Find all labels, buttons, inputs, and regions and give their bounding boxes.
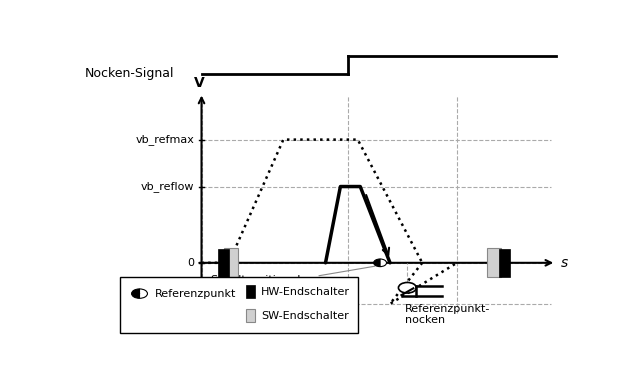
Text: 0: 0 [187,258,194,268]
Bar [225,248,238,277]
Text: SW-Endschalter: SW-Endschalter [261,311,349,321]
Wedge shape [140,289,147,298]
Text: s: s [561,256,568,270]
Wedge shape [374,259,380,267]
Text: HW-Endschalter: HW-Endschalter [261,287,350,296]
FancyBboxPatch shape [120,277,358,333]
Bar [218,249,229,277]
Text: vb_reflow: vb_reflow [141,181,194,192]
Text: Nocken-Signal: Nocken-Signal [85,67,175,80]
Text: Referenzpunkt: Referenzpunkt [154,289,236,299]
Bar [246,309,255,322]
Text: Schaltposition des
Referenznockens: Schaltposition des Referenznockens [211,266,375,296]
Bar [246,285,255,298]
Text: - vb_refmax: - vb_refmax [128,298,194,309]
Circle shape [399,282,416,293]
Text: V: V [194,76,204,90]
Bar [499,249,509,277]
Text: Referenzpunkt-
nocken: Referenzpunkt- nocken [405,304,490,325]
Wedge shape [380,259,387,267]
Text: vb_refmax: vb_refmax [135,134,194,145]
Wedge shape [132,289,140,298]
Bar [487,248,501,277]
